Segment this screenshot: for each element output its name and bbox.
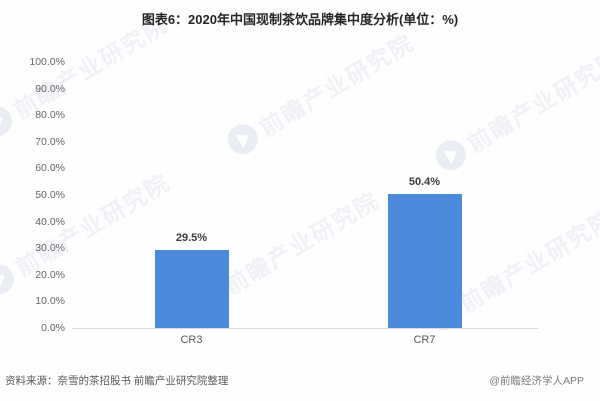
bar-cr7: [387, 193, 462, 328]
x-axis-line: [72, 328, 538, 329]
y-axis-tick-label: 20.0%: [35, 268, 65, 281]
y-axis-tick-label: 30.0%: [35, 242, 65, 255]
source-note: 资料来源：奈雪的茶招股书 前瞻产业研究院整理: [5, 375, 229, 387]
y-axis-tick-label: 10.0%: [35, 295, 65, 308]
y-axis-tick-label: 0.0%: [41, 322, 65, 334]
chart-title: 图表6：2020年中国现制茶饮品牌集中度分析(单位：%): [141, 12, 459, 27]
bar-value-label: 29.5%: [175, 231, 208, 244]
x-axis-category-label: CR3: [180, 334, 203, 346]
y-axis-tick-label: 80.0%: [35, 109, 65, 122]
y-axis-tick-label: 60.0%: [35, 162, 65, 175]
y-axis-tick-label: 50.0%: [35, 189, 65, 201]
y-axis-tick-label: 70.0%: [35, 135, 65, 148]
x-axis-category-label: CR7: [413, 334, 436, 346]
credit-note: @前瞻经济学人APP: [489, 375, 584, 387]
y-axis-tick-label: 90.0%: [35, 82, 65, 95]
y-axis-tick-label: 100.0%: [29, 56, 65, 68]
bar-value-label: 50.4%: [408, 175, 441, 188]
y-axis-tick-label: 40.0%: [35, 215, 65, 228]
bar-cr3: [154, 249, 229, 328]
